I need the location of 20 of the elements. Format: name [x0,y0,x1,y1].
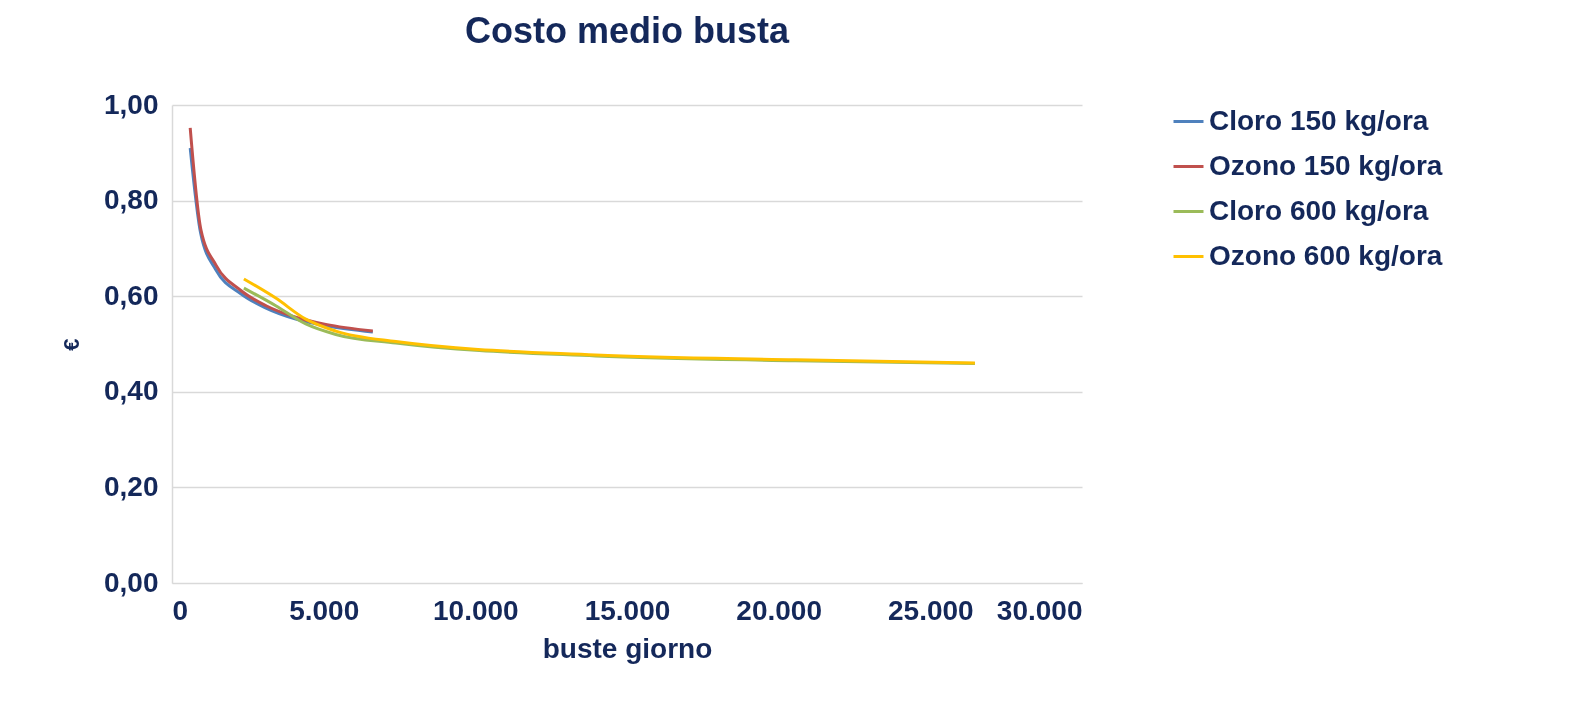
x-tick-label: 10.000 [433,594,519,626]
y-tick-label: 0,40 [104,375,159,407]
x-tick-label: 30.000 [996,594,1083,626]
y-tick-label: 0,00 [104,566,159,598]
y-axis-title: € [59,338,84,351]
legend-label: Cloro 150 kg/ora [1209,104,1429,136]
y-tick-label: 1,00 [104,88,159,120]
x-axis-title: buste giorno [542,632,713,664]
y-tick-label: 0,20 [104,470,159,502]
x-tick-label: 0 [172,594,189,626]
legend-label: Ozono 150 kg/ora [1209,149,1443,181]
chart-title: Costo medio busta [464,10,790,51]
x-tick-label: 15.000 [584,594,671,626]
x-tick-label: 20.000 [736,594,822,626]
y-tick-label: 0,60 [104,279,159,311]
legend-label: Ozono 600 kg/ora [1209,239,1443,271]
legend-label: Cloro 600 kg/ora [1209,194,1429,226]
y-tick-label: 0,80 [104,184,159,216]
x-tick-label: 25.000 [888,594,974,626]
x-tick-label: 5.000 [289,594,360,626]
